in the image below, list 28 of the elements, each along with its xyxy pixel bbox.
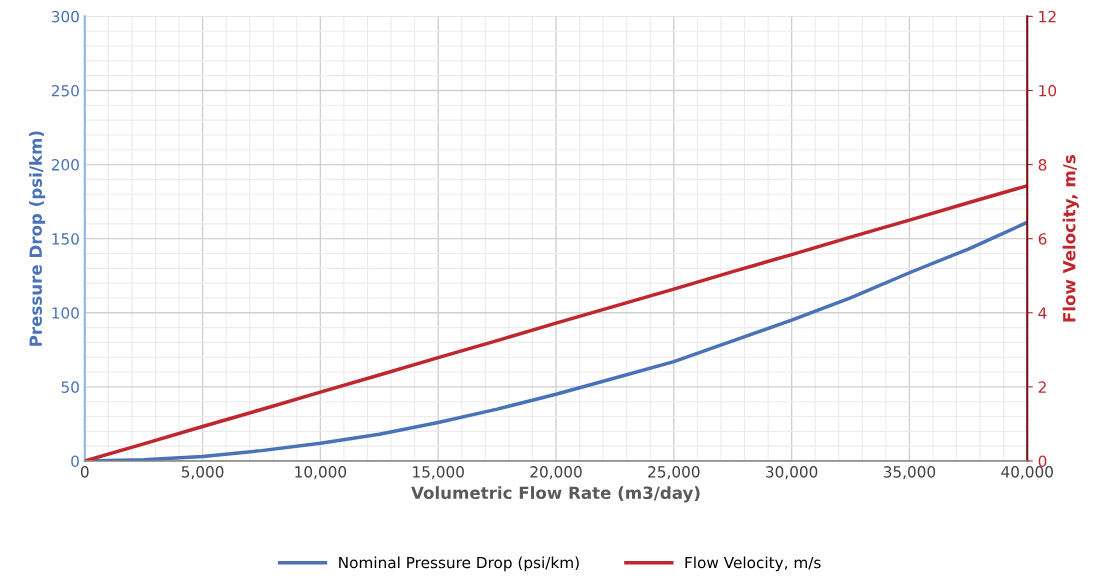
y-tick-label: 100 <box>52 307 79 319</box>
y-tick-label: 200 <box>51 159 79 171</box>
y2-tick-label: 10 <box>1039 84 1057 97</box>
y2-axis-title: Flow Velocity, m/s <box>1062 155 1079 322</box>
x-axis-title: Volumetric Flow Rate (m3/day) <box>411 486 700 503</box>
y2-tick-label: 0 <box>1038 455 1047 467</box>
x-tick-label: 40,000 <box>1001 466 1053 480</box>
y-tick-label: 250 <box>51 84 79 97</box>
legend-label: Flow Velocity, m/s <box>685 556 821 572</box>
x-tick-label: 35,000 <box>883 466 936 480</box>
y2-tick-label: 2 <box>1038 381 1046 393</box>
x-tick-label: 30,000 <box>766 466 818 480</box>
legend-label: Nominal Pressure Drop (psi/km) <box>339 556 579 572</box>
x-tick-label: 20,000 <box>530 466 582 480</box>
y-tick-label: 300 <box>51 10 79 23</box>
x-tick-label: 5,000 <box>181 466 224 480</box>
y2-tick-label: 4 <box>1038 307 1047 319</box>
x-tick-label: 10,000 <box>295 466 347 480</box>
x-tick-label: 15,000 <box>413 466 464 480</box>
y-tick-label: 150 <box>52 233 79 245</box>
y-tick-label: 50 <box>61 381 79 393</box>
y-axis-title: Pressure Drop (psi/km) <box>29 131 46 346</box>
y-tick-label: 0 <box>71 455 79 467</box>
x-tick-label: 0 <box>80 466 89 478</box>
y2-tick-label: 12 <box>1039 10 1056 23</box>
x-tick-label: 25,000 <box>648 466 700 480</box>
y2-tick-label: 8 <box>1038 159 1047 171</box>
y2-tick-label: 6 <box>1038 233 1047 245</box>
